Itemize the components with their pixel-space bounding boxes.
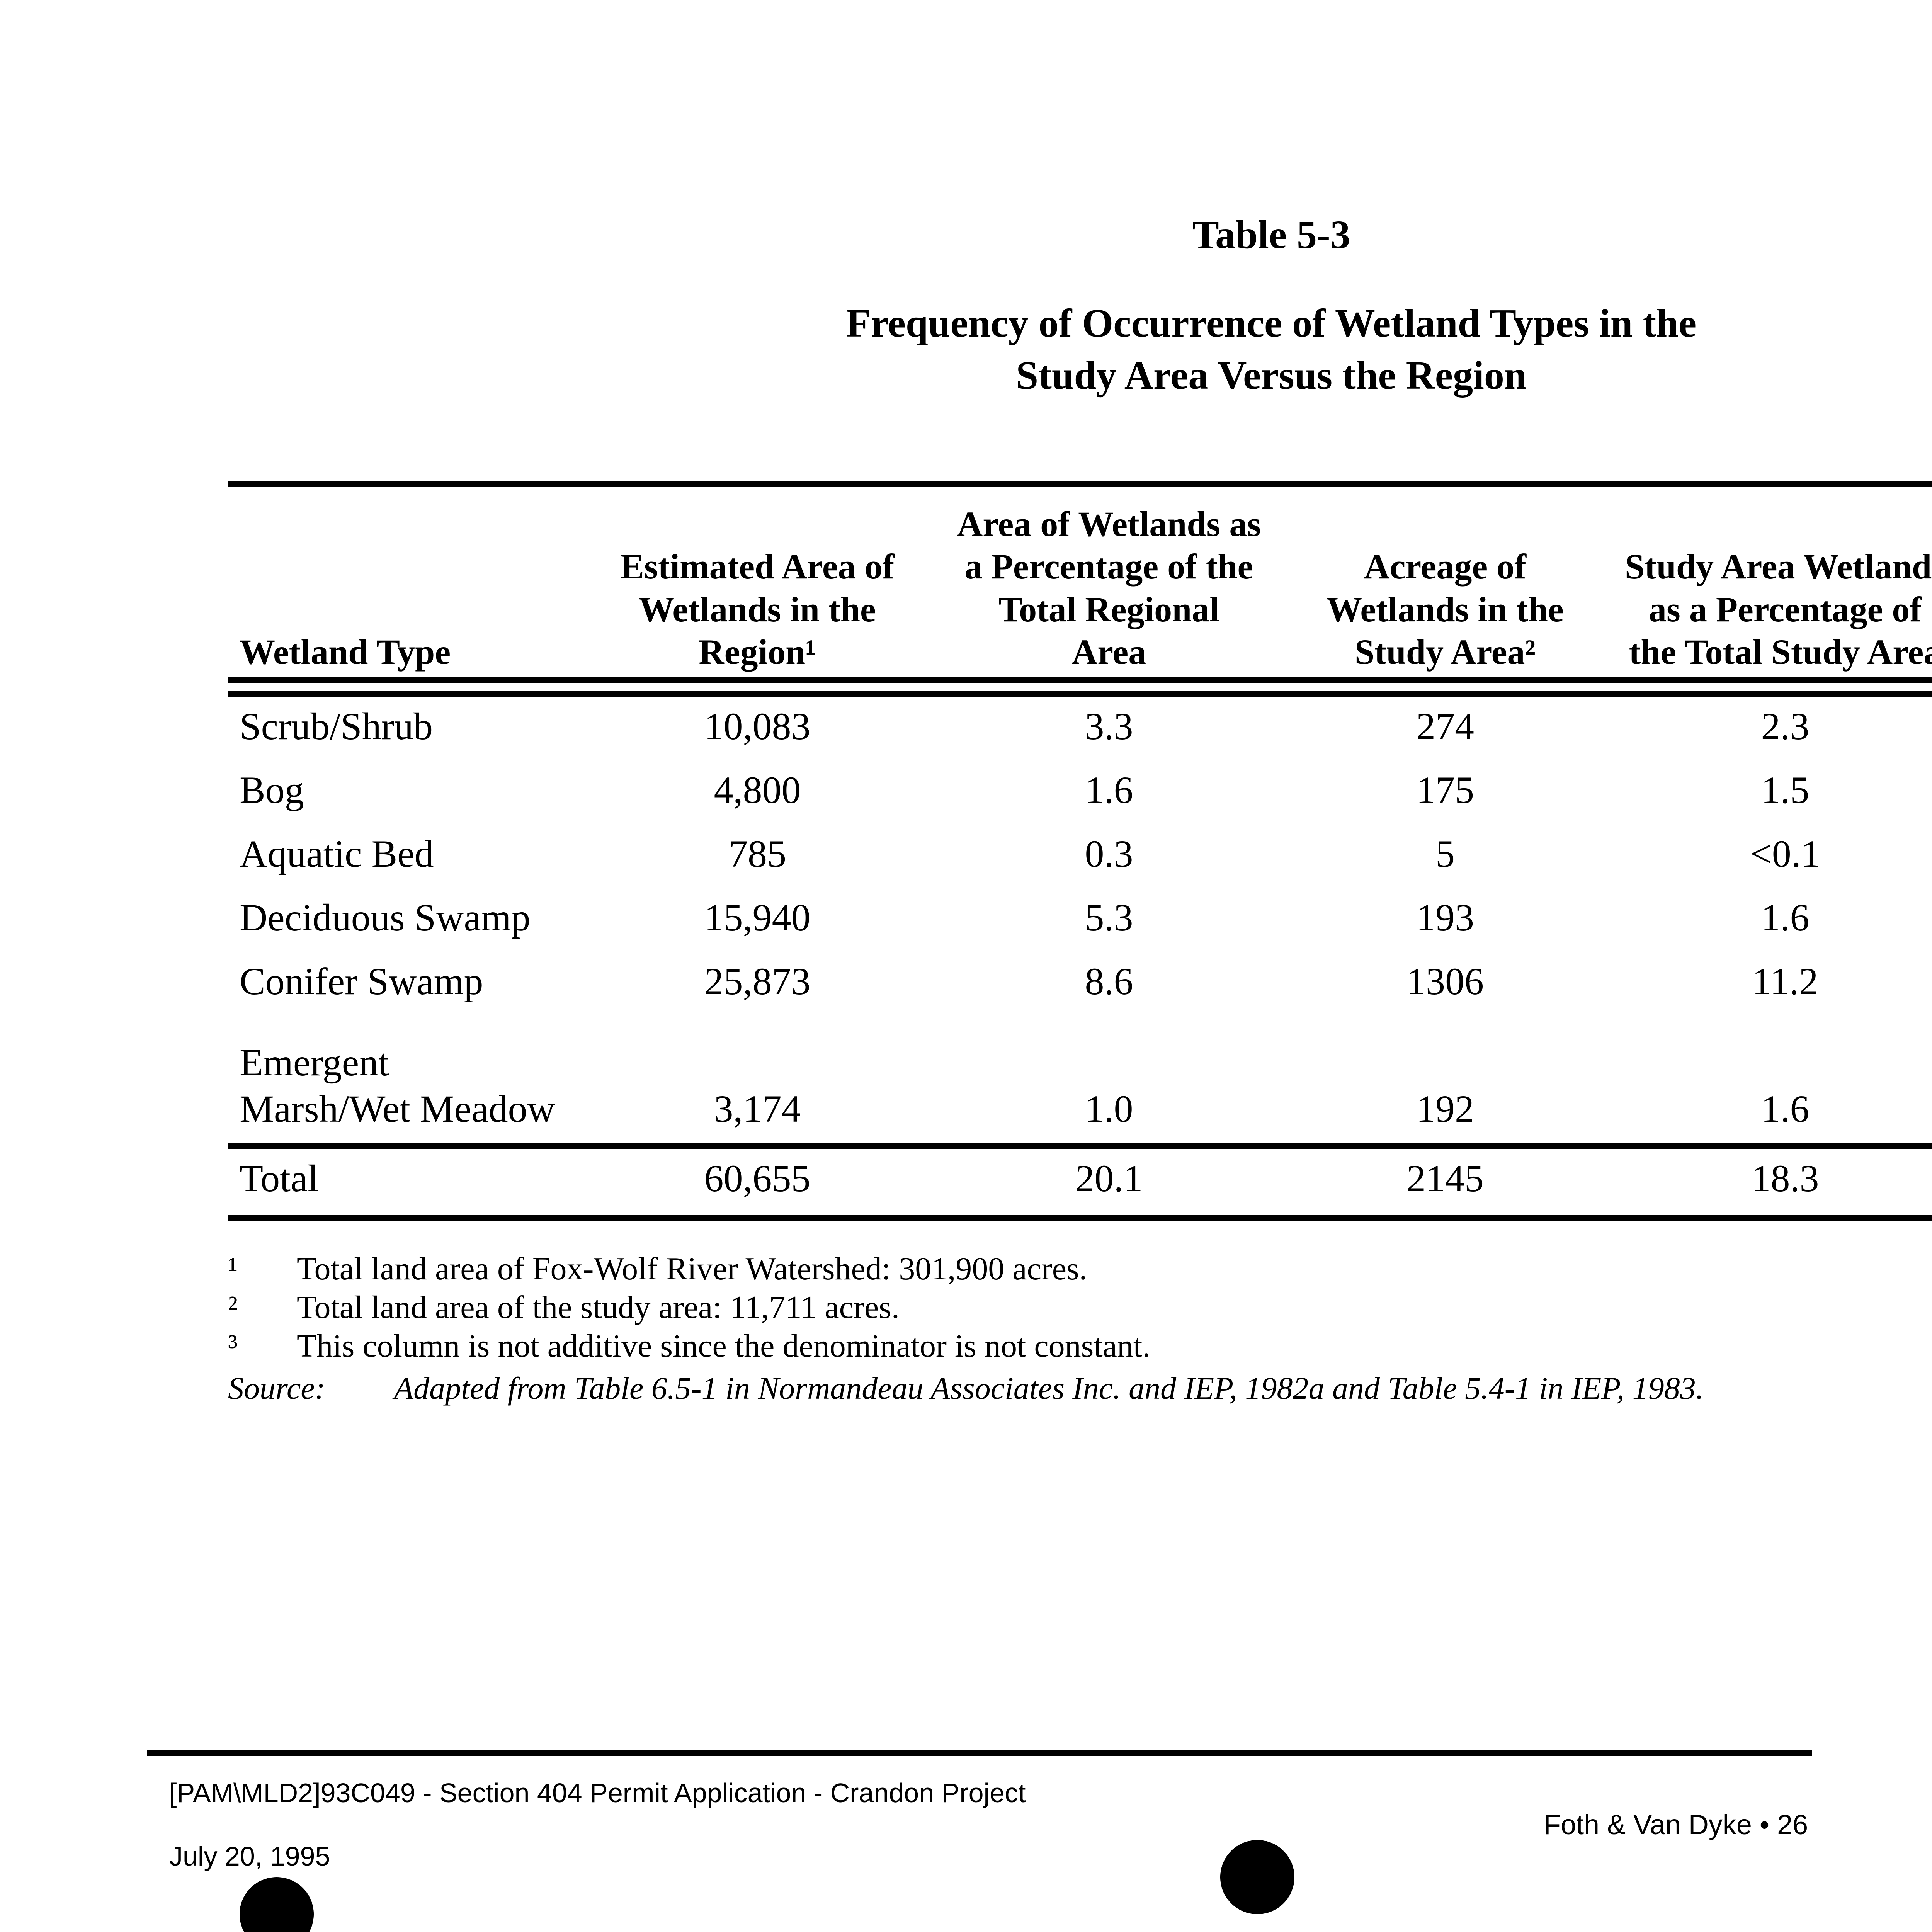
cell-value: 10,083: [704, 704, 811, 748]
cell-value: 5.3: [1085, 896, 1133, 939]
cell-value: 4,800: [714, 768, 801, 811]
cell-value: 18.3: [1751, 1156, 1819, 1200]
row-label: Total: [240, 1156, 319, 1200]
header-double-rule-top: [228, 677, 1932, 683]
cell-value: 1.0: [1085, 1087, 1133, 1130]
cell-value: 1.6: [1085, 768, 1133, 811]
footnote-2: ² Total land area of the study area: 11,…: [228, 1289, 1932, 1329]
column-header-acreage-study-area: Acreage of Wetlands in the Study Area²: [1327, 547, 1564, 672]
cell-value: 25,873: [704, 959, 811, 1003]
cell-value: <0.1: [1750, 832, 1820, 875]
source-line: Source: Adapted from Table 6.5-1 in Norm…: [228, 1371, 1932, 1406]
table-top-rule: [228, 481, 1932, 487]
row-label: Conifer Swamp: [240, 959, 483, 1003]
row-label: Bog: [240, 768, 304, 811]
source-text: Adapted from Table 6.5-1 in Normandeau A…: [394, 1371, 1704, 1406]
cell-value: 1.6: [1761, 1087, 1810, 1130]
header-double-rule-bottom: [228, 691, 1932, 697]
row-label: Deciduous Swamp: [240, 896, 531, 939]
footnote-marker: ³: [228, 1328, 238, 1364]
footnote-1: ¹ Total land area of Fox-Wolf River Wate…: [228, 1252, 1932, 1291]
table-row-scrub-shrub: Scrub/Shrub 10,083 3.3 274 2.3 2.7: [228, 697, 1932, 760]
cell-value: 11.2: [1752, 959, 1818, 1003]
column-header-wetland-type: Wetland Type: [240, 632, 451, 672]
cell-value: 2145: [1406, 1156, 1484, 1200]
footer-document-id: [PAM\MLD2]93C049 - Section 404 Permit Ap…: [169, 1778, 1026, 1808]
cell-value: 2.3: [1761, 704, 1810, 748]
column-header-estimated-area-region: Estimated Area of Wetlands in the Region…: [620, 547, 895, 672]
footnote-text: Total land area of Fox-Wolf River Waters…: [297, 1251, 1087, 1287]
cell-value: 15,940: [704, 896, 811, 939]
hole-punch-dot: [1220, 1840, 1294, 1914]
column-header-pct-study-area: Study Area Wetlands as a Percentage of t…: [1625, 547, 1932, 672]
cell-value: 3,174: [714, 1087, 801, 1130]
table-title: Frequency of Occurrence of Wetland Types…: [846, 301, 1697, 398]
cell-value: 3.3: [1085, 704, 1133, 748]
footnotes-block: ¹ Total land area of Fox-Wolf River Wate…: [228, 1252, 1932, 1406]
table-bottom-rule: [228, 1214, 1932, 1221]
column-header-pct-regional-area: Area of Wetlands as a Percentage of the …: [957, 504, 1261, 672]
cell-value: 20.1: [1075, 1156, 1143, 1200]
table-row-aquatic-bed: Aquatic Bed 785 0.3 5 <0.1 0.6: [228, 824, 1932, 888]
footnote-marker: ²: [228, 1289, 238, 1325]
cell-value: 192: [1416, 1087, 1474, 1130]
cell-value: 193: [1416, 896, 1474, 939]
table-header-row: Wetland Type Estimated Area of Wetlands …: [228, 487, 1932, 677]
row-label: Aquatic Bed: [240, 832, 434, 875]
cell-value: 60,655: [704, 1156, 811, 1200]
cell-value: 8.6: [1085, 959, 1133, 1003]
footnote-3: ³ This column is not additive since the …: [228, 1329, 1932, 1368]
footer-page-info: Foth & Van Dyke • 26: [1544, 1810, 1808, 1840]
cell-value: 0.3: [1085, 832, 1133, 875]
table-total-separator-rule: [228, 1143, 1932, 1149]
footnote-text: This column is not additive since the de…: [297, 1328, 1151, 1364]
table-row-deciduous-swamp: Deciduous Swamp 15,940 5.3 193 1.6 1.2: [228, 888, 1932, 952]
source-label: Source:: [228, 1371, 325, 1406]
cell-value: 785: [728, 832, 786, 875]
table-row-emergent-marsh-wet-meadow: Emergent Marsh/Wet Meadow 3,174 1.0 192 …: [228, 1015, 1932, 1143]
hole-punch-dot: [240, 1877, 314, 1932]
cell-value: 1.5: [1761, 768, 1810, 811]
table-row-total: Total 60,655 20.1 2145 18.3 3.5: [228, 1149, 1932, 1215]
row-label: Emergent Marsh/Wet Meadow: [240, 1041, 555, 1130]
cell-value: 5: [1435, 832, 1455, 875]
footer-rule: [147, 1750, 1812, 1756]
table-row-conifer-swamp: Conifer Swamp 25,873 8.6 1306 11.2 5.0: [228, 952, 1932, 1015]
title-block: Table 5-3 Frequency of Occurrence of Wet…: [228, 212, 1932, 401]
row-label: Scrub/Shrub: [240, 704, 433, 748]
wetland-frequency-table: Wetland Type Estimated Area of Wetlands …: [228, 481, 1932, 1221]
footer-date: July 20, 1995: [169, 1841, 330, 1871]
table-number: Table 5-3: [1192, 213, 1350, 257]
footnote-marker: ¹: [228, 1251, 238, 1287]
table-row-bog: Bog 4,800 1.6 175 1.5 3.6: [228, 760, 1932, 824]
cell-value: 175: [1416, 768, 1474, 811]
footnote-text: Total land area of the study area: 11,71…: [297, 1289, 900, 1325]
cell-value: 1.6: [1761, 896, 1810, 939]
cell-value: 274: [1416, 704, 1474, 748]
cell-value: 1306: [1406, 959, 1484, 1003]
